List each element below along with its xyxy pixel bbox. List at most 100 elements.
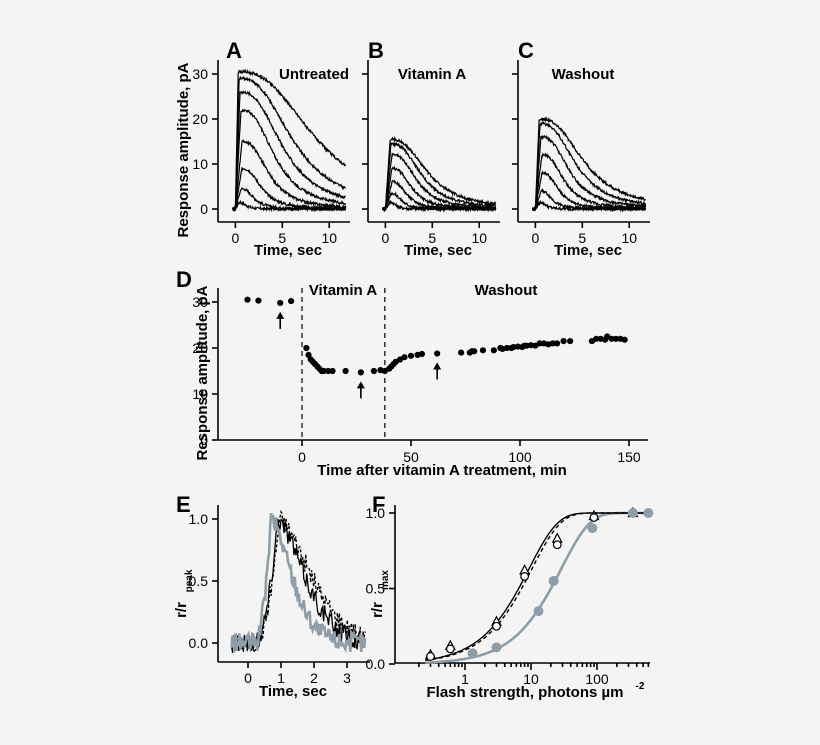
response-trace-b-6: [382, 141, 497, 211]
panel-label-a: A: [226, 38, 242, 63]
x-axis-label-sup-f: -2: [636, 681, 645, 692]
fit-curve-2: [425, 512, 650, 662]
y-tick-label: 30: [192, 66, 208, 82]
data-point: [288, 297, 295, 305]
data-point-filled-circle: [643, 508, 654, 518]
data-point-filled-circle: [491, 642, 502, 653]
x-axis-label-e: Time, sec: [259, 683, 327, 700]
data-point-filled-circle: [533, 606, 544, 617]
y-tick-label: 20: [192, 340, 208, 356]
response-trace-b-7: [382, 135, 497, 212]
data-point: [277, 299, 284, 307]
response-trace-c-6: [532, 120, 647, 211]
response-trace-a-5: [232, 108, 347, 212]
data-point: [303, 344, 310, 352]
fit-curve-1: [425, 512, 650, 661]
x-tick-label: 0: [381, 230, 389, 246]
data-point: [329, 367, 336, 375]
x-axis-label: Time, sec: [404, 242, 472, 259]
data-point: [471, 348, 478, 355]
y-axis-label: Response amplitude, pA: [175, 62, 192, 237]
data-point: [608, 335, 615, 342]
arrow-head: [276, 311, 285, 319]
x-tick-label: 5: [428, 230, 436, 246]
response-trace-b-5: [382, 152, 497, 211]
x-tick-label: 0: [531, 230, 539, 246]
y-tick-label: 1.0: [366, 505, 386, 521]
x-tick-label: 1: [277, 670, 285, 686]
data-point-open-circle: [492, 621, 501, 631]
data-point-filled-circle: [548, 575, 559, 586]
data-point: [553, 340, 561, 347]
x-tick-label: 2: [310, 670, 318, 686]
x-tick-label: 1: [461, 671, 469, 687]
data-point-filled-circle: [627, 508, 638, 518]
x-tick-label: 10: [321, 230, 337, 246]
data-point: [434, 350, 441, 357]
x-axis-label: Time, sec: [554, 242, 622, 259]
response-trace-a-7: [232, 75, 347, 212]
arrow-head: [356, 381, 365, 389]
data-point-filled-circle: [467, 648, 478, 659]
panel-label-d: D: [176, 267, 192, 292]
data-point-open-circle: [426, 652, 435, 661]
data-point: [612, 335, 620, 342]
panel-title-b: Vitamin A: [398, 66, 467, 83]
y-tick-label: 20: [192, 111, 208, 127]
data-point: [593, 335, 600, 342]
data-point: [255, 297, 262, 304]
y-tick-label: 30: [192, 294, 208, 310]
response-trace-a-4: [232, 139, 347, 211]
data-point: [418, 350, 425, 358]
x-tick-label: 0: [231, 230, 239, 246]
data-point-open-circle: [445, 644, 455, 654]
x-tick-label: 5: [278, 230, 286, 246]
fit-curve-3: [425, 511, 650, 664]
data-point: [407, 352, 415, 359]
y-axis-label-f: r/r: [369, 602, 386, 618]
data-point: [621, 336, 628, 343]
panel-label-e: E: [176, 492, 191, 517]
y-axis-label-d: Response amplitude, pA: [194, 285, 211, 460]
response-trace-c-2: [532, 188, 647, 212]
response-trace-a-6: [232, 90, 346, 212]
x-tick-label: 0: [244, 670, 252, 686]
x-tick-label: 10: [621, 230, 637, 246]
data-point: [305, 351, 312, 358]
data-point-open-circle: [520, 572, 530, 581]
data-point: [458, 349, 465, 356]
y-tick-label: 0.5: [366, 581, 386, 597]
x-tick-label: 150: [617, 449, 641, 465]
data-point: [536, 340, 543, 347]
data-point: [567, 338, 574, 345]
data-point: [401, 354, 408, 361]
normalized-trace-3: [230, 512, 367, 654]
panel-title-c: Washout: [552, 66, 615, 83]
x-tick-label: 100: [585, 671, 609, 687]
response-trace-c-5: [532, 134, 647, 212]
y-axis-label-sub-f: max: [380, 570, 391, 590]
data-point: [549, 340, 556, 347]
data-point-filled-circle: [587, 523, 598, 534]
data-point: [490, 347, 497, 354]
x-axis-label: Time, sec: [254, 242, 322, 259]
response-trace-c-4: [532, 152, 647, 212]
data-point: [560, 338, 567, 345]
data-point-open-circle: [552, 540, 562, 550]
x-tick-label: 10: [523, 671, 539, 687]
x-tick-label: 50: [403, 449, 419, 465]
y-tick-label: 1.0: [189, 511, 209, 527]
y-tick-label: 0.0: [366, 656, 386, 672]
annotation-vitamin-a: Vitamin A: [309, 282, 378, 299]
panel-title-a: Untreated: [279, 66, 349, 83]
data-point: [357, 369, 364, 376]
panel-label-b: B: [368, 38, 384, 63]
panel-label-c: C: [518, 38, 534, 63]
data-point-open-circle: [589, 513, 599, 522]
data-point: [320, 367, 327, 375]
x-axis-label-f: Flash strength, photons µm: [427, 684, 624, 701]
y-tick-label: 10: [192, 386, 208, 402]
data-point: [370, 367, 378, 375]
y-axis-label-e: r/r: [173, 602, 190, 618]
